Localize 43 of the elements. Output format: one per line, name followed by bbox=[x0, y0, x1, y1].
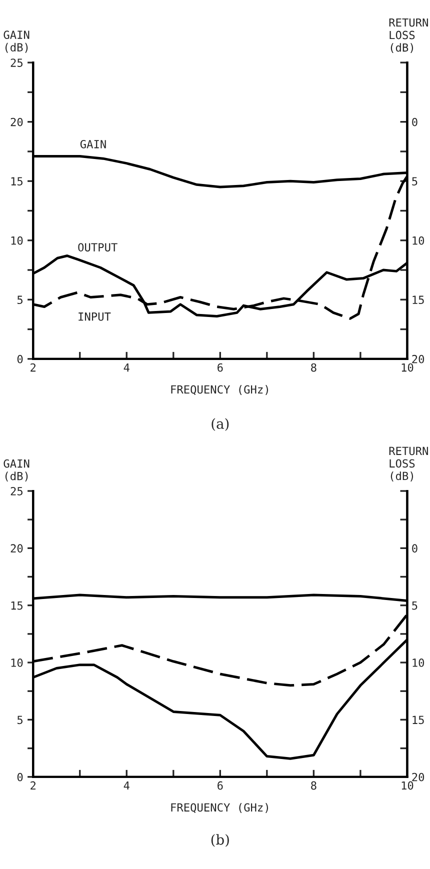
y-tick-label: 20 bbox=[10, 118, 23, 126]
x-tick-label: 10 bbox=[402, 363, 414, 372]
x-tick-label: 8 bbox=[311, 781, 316, 790]
y2-tick-label: 20 bbox=[412, 354, 424, 364]
x-tick-label: 6 bbox=[218, 781, 223, 790]
y2-axis-title: RETURN LOSS (dB) bbox=[389, 446, 428, 482]
y-tick-label: 5 bbox=[17, 296, 22, 304]
text: (a) bbox=[212, 418, 229, 431]
x-tick-label: 6 bbox=[218, 363, 223, 372]
y2-tick-label: 15 bbox=[412, 716, 424, 724]
y-tick-label: 0 bbox=[17, 354, 23, 364]
y-tick-label: 10 bbox=[11, 236, 23, 245]
y-tick-label: 15 bbox=[11, 177, 22, 186]
x-tick-label: 4 bbox=[124, 781, 130, 790]
series-label: GAIN bbox=[80, 140, 106, 148]
x-tick-label: 8 bbox=[311, 363, 316, 372]
y2-tick-label: 0 bbox=[412, 544, 418, 553]
x-tick-label: 2 bbox=[30, 363, 36, 372]
y2-tick-label: 5 bbox=[412, 177, 418, 186]
y-axis-title: GAIN (dB) bbox=[4, 30, 30, 53]
y-tick-label: 15 bbox=[11, 601, 22, 610]
y-tick-label: 10 bbox=[11, 658, 23, 667]
series-label: OUTPUT bbox=[78, 243, 118, 252]
y-axis-title: GAIN (dB) bbox=[4, 459, 30, 482]
x-tick-label: 10 bbox=[402, 781, 414, 790]
x-tick-label: 2 bbox=[30, 781, 36, 790]
y2-tick-label: 20 bbox=[412, 772, 424, 782]
series-label: INPUT bbox=[78, 312, 111, 321]
y-tick-label: 20 bbox=[10, 544, 23, 553]
y2-axis-title: RETURN LOSS (dB) bbox=[389, 18, 428, 54]
y-tick-label: 5 bbox=[17, 716, 22, 724]
x-tick-label: 4 bbox=[124, 363, 130, 372]
y2-tick-label: 10 bbox=[412, 658, 424, 667]
y2-tick-label: 0 bbox=[412, 118, 418, 126]
y2-tick-label: 10 bbox=[412, 236, 424, 245]
y-tick-label: 0 bbox=[17, 772, 23, 782]
y-tick-label: 25 bbox=[10, 486, 22, 496]
x-axis-title: FREQUENCY (GHz) bbox=[171, 385, 268, 395]
y2-tick-label: 15 bbox=[412, 296, 424, 304]
y2-tick-label: 5 bbox=[412, 601, 418, 610]
y-tick-label: 25 bbox=[10, 58, 22, 67]
text: (b) bbox=[211, 834, 229, 847]
x-axis-title: FREQUENCY (GHz) bbox=[171, 803, 268, 813]
